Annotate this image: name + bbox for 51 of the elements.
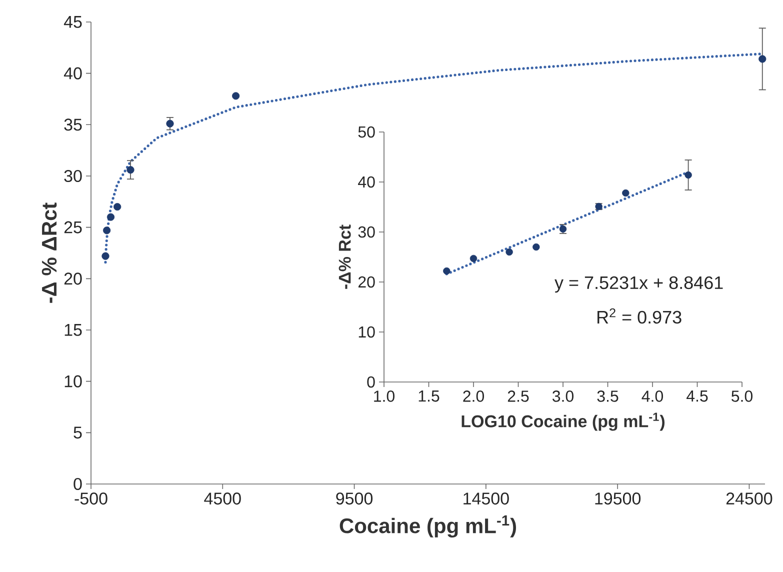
y-tick-label: 10: [64, 375, 82, 388]
y-axis-title: -Δ % ΔRct: [42, 202, 57, 303]
y-tick-label: 25: [64, 221, 82, 234]
y-tick-label: 50: [358, 126, 375, 138]
point: [622, 189, 630, 197]
annotation: y = 7.5231x + 8.8461: [554, 276, 723, 293]
x-axis-title: Cocaine (pg mL$^{-1}$): [340, 515, 516, 538]
x-tick-label: -500: [74, 492, 108, 505]
y-tick-label: 35: [64, 118, 82, 131]
x-axis-title: LOG10 Cocaine (pg mL$^{-1}$): [462, 412, 665, 431]
point: [758, 55, 766, 63]
x-tick-label: 3.0: [552, 390, 574, 402]
point: [470, 254, 478, 262]
x-tick-label: 1.0: [374, 390, 394, 402]
point: [684, 171, 692, 179]
point: [106, 213, 115, 221]
x-tick-label: 5.0: [732, 390, 752, 402]
y-tick-label: 20: [358, 276, 375, 288]
y-tick-label: 40: [64, 67, 82, 80]
point: [126, 166, 134, 174]
annotation: R$^{2}$ = 0.973: [598, 308, 682, 324]
y-tick-label: 5: [74, 426, 82, 439]
x-tick-label: 2.5: [508, 390, 529, 402]
x-tick-label: 4.5: [686, 390, 708, 402]
point: [232, 92, 240, 100]
point: [102, 252, 110, 260]
point: [532, 243, 540, 251]
x-tick-label: 14500: [464, 492, 509, 505]
y-tick-label: 10: [358, 326, 375, 338]
y-tick-label: 45: [64, 16, 82, 28]
y-tick-label: 30: [64, 170, 82, 182]
x-tick-label: 4500: [204, 492, 241, 505]
point: [506, 248, 513, 256]
point: [114, 203, 122, 211]
x-tick-label: 3.5: [597, 390, 618, 402]
y-tick-label: 0: [74, 478, 82, 490]
point: [103, 226, 111, 234]
y-tick-label: 20: [64, 272, 82, 285]
point: [443, 267, 450, 275]
y-tick-label: 30: [358, 226, 375, 238]
x-tick-label: 9500: [336, 492, 373, 505]
point: [166, 120, 174, 128]
x-tick-label: 1.5: [418, 390, 440, 402]
y-tick-label: 0: [367, 376, 375, 388]
y-axis-title: -Δ% Rct: [338, 224, 351, 289]
y-tick-label: 40: [358, 176, 375, 188]
x-tick-label: 24500: [726, 492, 772, 505]
x-tick-label: 19500: [595, 492, 641, 505]
x-tick-label: 4.0: [642, 390, 663, 402]
x-tick-label: 2.0: [463, 390, 484, 402]
y-tick-label: 15: [64, 324, 82, 336]
